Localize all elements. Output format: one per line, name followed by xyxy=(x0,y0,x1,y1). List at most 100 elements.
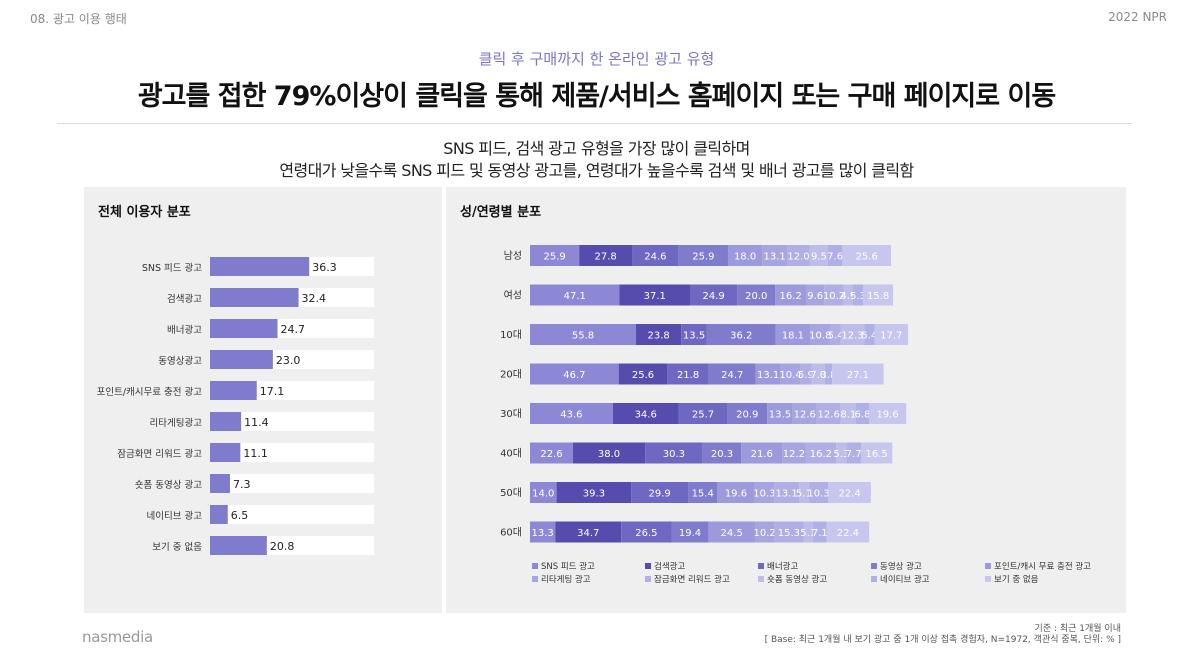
segment-bar xyxy=(826,521,870,543)
segment-bar xyxy=(556,482,632,503)
segment-bar xyxy=(689,284,738,306)
segment-bar xyxy=(863,284,894,306)
segment-value-label: 47.1 xyxy=(564,291,586,302)
segment-value-label: 5.3 xyxy=(833,449,849,460)
segment-value-label: 29.9 xyxy=(649,489,671,500)
overall-bar xyxy=(210,288,299,307)
segment-stacked-chart: 남성 25.9 27.8 24.6 25.9 18.0 13.1 12.0 9.5 7.6 25.6… xyxy=(500,245,1091,585)
overall-value-label: 17.1 xyxy=(260,385,285,398)
segment-value-label: 5.3 xyxy=(850,291,866,302)
segment-value-label: 5.1 xyxy=(800,528,816,539)
segment-bar xyxy=(809,245,828,266)
segment-value-label: 7.0 xyxy=(810,370,826,381)
segment-bar xyxy=(762,245,788,266)
segment-value-label: 37.1 xyxy=(644,291,666,302)
segment-bar xyxy=(737,284,776,306)
segment-bar xyxy=(868,403,907,424)
segment-bar xyxy=(864,324,875,345)
segment-bar xyxy=(856,403,869,424)
overall-category-label: 숏폼 동영상 광고 xyxy=(135,479,202,491)
segment-value-label: 9.6 xyxy=(807,291,823,302)
segment-bar xyxy=(780,363,801,385)
segment-bar xyxy=(824,363,833,385)
overall-bar xyxy=(210,443,241,462)
legend-label: 포인트/캐시 무료 충전 광고 xyxy=(994,561,1091,572)
segment-bar xyxy=(530,324,637,345)
overall-category-label: 검색광고 xyxy=(167,293,202,305)
segment-bar xyxy=(717,482,755,503)
segment-bar xyxy=(754,521,775,543)
segment-bar xyxy=(782,442,806,464)
legend-label: 보기 중 없음 xyxy=(994,575,1039,585)
segment-bar xyxy=(811,363,825,385)
segment-bar xyxy=(621,521,672,543)
segment-value-label: 38.0 xyxy=(598,449,620,460)
segment-value-label: 10.3 xyxy=(807,489,829,500)
segment-bar xyxy=(842,245,891,266)
segment-value-label: 25.9 xyxy=(692,252,714,263)
segment-bar xyxy=(706,324,776,345)
segment-value-label: 7.1 xyxy=(812,528,828,539)
segment-value-label: 25.6 xyxy=(632,370,654,381)
segment-bar xyxy=(808,482,829,503)
segment-bar xyxy=(636,324,682,345)
segment-value-label: 22.6 xyxy=(540,449,562,460)
segment-bar xyxy=(555,521,622,543)
segment-bar xyxy=(632,245,679,266)
segment-bar xyxy=(792,403,817,424)
page-title: 광고를 접한 79%이상이 클릭을 통해 제품/서비스 홈페이지 또는 구매 페… xyxy=(137,81,1056,112)
segment-value-label: 20.0 xyxy=(745,291,767,302)
segment-value-label: 13.3 xyxy=(532,528,554,539)
legend-label: 네이티브 광고 xyxy=(880,574,930,585)
segment-bar xyxy=(836,442,847,464)
segment-bar xyxy=(619,284,690,306)
segment-bar xyxy=(840,324,865,345)
segment-value-label: 21.6 xyxy=(751,449,773,460)
segment-category-label: 남성 xyxy=(504,250,522,262)
summary-line-2: 연령대가 낮을수록 SNS 피드 및 동영상 광고를, 연령대가 높을수록 검색… xyxy=(279,161,914,180)
segment-bar xyxy=(827,245,843,266)
segment-bar xyxy=(681,324,707,345)
segment-bar xyxy=(800,363,812,385)
overall-value-label: 23.0 xyxy=(276,354,301,367)
segment-value-label: 16.2 xyxy=(810,449,832,460)
overall-value-label: 7.3 xyxy=(233,478,251,491)
segment-value-label: 15.4 xyxy=(692,489,714,500)
segment-value-label: 30.3 xyxy=(663,449,685,460)
overall-bar-track xyxy=(210,412,374,431)
segment-bar xyxy=(799,482,809,503)
segment-value-label: 26.5 xyxy=(635,528,657,539)
segment-bar xyxy=(803,521,814,543)
segment-bar xyxy=(843,284,853,306)
segment-value-label: 15.8 xyxy=(867,291,889,302)
segment-chart-panel: 성/연령별 분포 남성 25.9 27.8 24.6 25.9 18.0 13.1 12.0 9… xyxy=(446,187,1126,613)
segment-bar xyxy=(755,363,781,385)
segment-value-label: 15.3 xyxy=(778,528,800,539)
overall-chart-panel: 전체 이용자 분포 SNS 피드 광고 36.3 검색광고 32.4 배너광고 24.7 동… xyxy=(84,187,442,613)
segment-bar xyxy=(805,442,837,464)
overall-value-label: 32.4 xyxy=(302,292,327,305)
segment-value-label: 36.2 xyxy=(730,331,752,342)
segment-bar xyxy=(530,442,573,464)
overall-bar xyxy=(210,474,230,493)
segment-value-label: 14.0 xyxy=(532,489,554,500)
segment-bar xyxy=(702,442,742,464)
segment-value-label: 5.9 xyxy=(798,370,814,381)
segment-bar xyxy=(671,521,709,543)
segment-value-label: 10.2 xyxy=(823,291,845,302)
segment-value-label: 9.5 xyxy=(811,252,827,263)
segment-value-label: 25.7 xyxy=(692,410,714,421)
segment-value-label: 12.2 xyxy=(783,449,805,460)
segment-bar xyxy=(754,482,775,503)
legend-label: SNS 피드 광고 xyxy=(541,561,595,572)
title-divider xyxy=(57,123,1132,124)
overall-value-label: 36.3 xyxy=(312,261,337,274)
segment-bar xyxy=(830,324,841,345)
segment-category-label: 40대 xyxy=(500,448,522,460)
segment-bar xyxy=(853,284,864,306)
brand-logo: nasmedia xyxy=(82,628,153,646)
segment-bar xyxy=(810,324,831,345)
segment-value-label: 13.5 xyxy=(683,331,705,342)
segment-value-label: 10.8 xyxy=(809,331,831,342)
overall-chart-title: 전체 이용자 분포 xyxy=(98,205,191,220)
